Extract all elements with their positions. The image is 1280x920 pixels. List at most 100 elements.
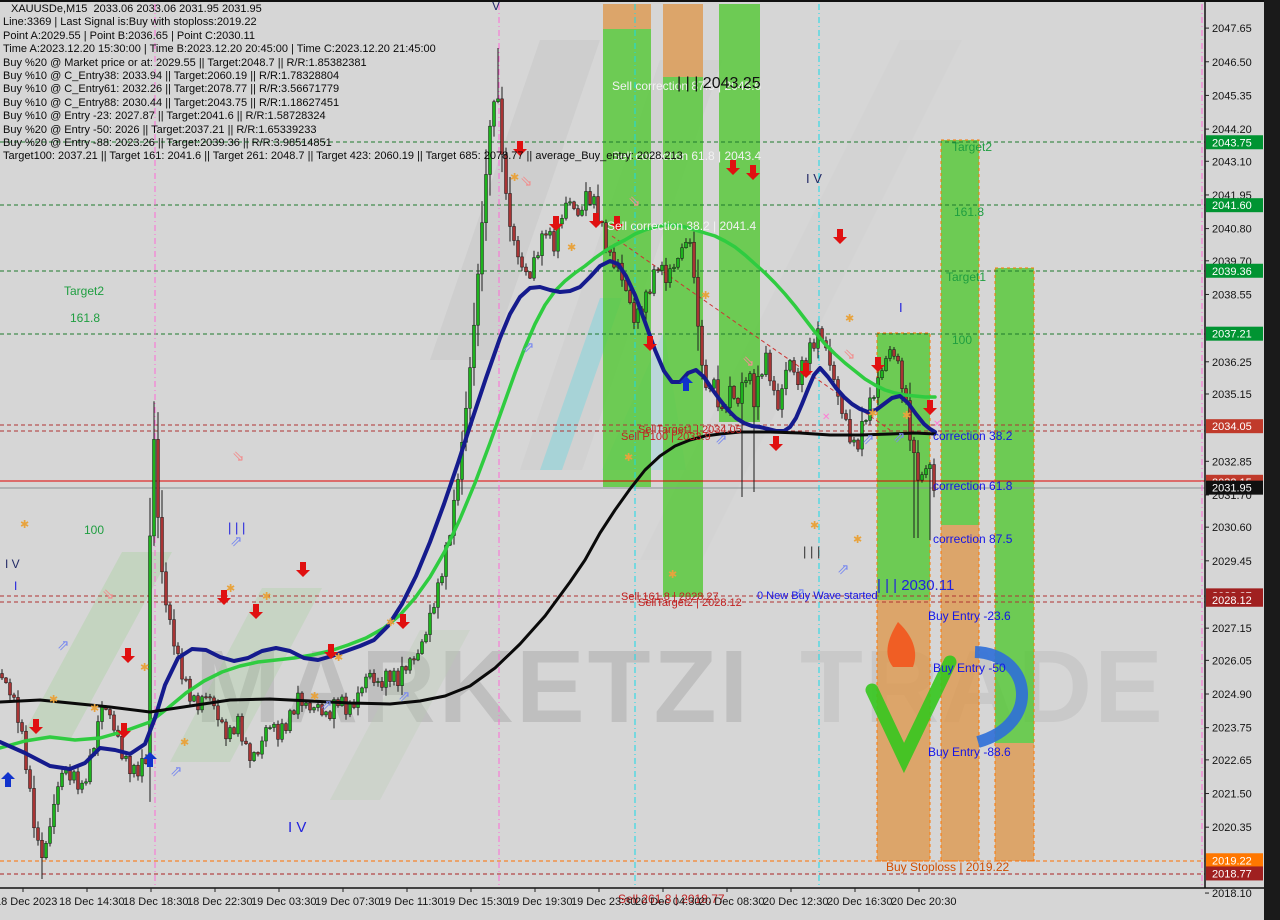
sell-signal-arrow-icon[interactable] [871, 357, 885, 372]
up-trend-arrow-icon[interactable]: ⇗ [230, 533, 243, 550]
star-marker-icon[interactable]: ✱ [140, 662, 149, 674]
chart-object-label[interactable]: I [14, 579, 17, 593]
star-marker-icon[interactable]: ✱ [334, 652, 343, 664]
sell-signal-arrow-icon[interactable] [549, 216, 563, 231]
chart-object-label[interactable]: | | | [803, 544, 820, 559]
star-marker-icon[interactable]: ✱ [226, 583, 235, 595]
sell-signal-arrow-icon[interactable] [610, 216, 624, 231]
chart-object-label[interactable]: correction 87.5 [933, 532, 1013, 546]
star-marker-icon[interactable]: ✱ [386, 617, 395, 629]
chart-object-label[interactable]: Buy Entry -88.6 [928, 745, 1011, 759]
chart-object-label[interactable]: Target2 [64, 284, 104, 298]
sell-signal-arrow-icon[interactable] [643, 336, 657, 351]
star-marker-icon[interactable]: ✱ [310, 691, 319, 703]
chart-object-label[interactable]: | | | 2043.25 [677, 75, 761, 92]
down-trend-arrow-icon[interactable]: ⇘ [520, 173, 533, 190]
up-trend-arrow-icon[interactable]: ⇗ [320, 697, 333, 714]
up-trend-arrow-icon[interactable]: ⇗ [170, 763, 183, 780]
close-marker-icon[interactable]: ✕ [822, 412, 830, 423]
sell-signal-arrow-icon[interactable] [769, 436, 783, 451]
buy-signal-arrow-icon[interactable] [143, 752, 157, 767]
buy-signal-arrow-icon[interactable] [1, 772, 15, 787]
chart-object-label[interactable]: 0 New Buy Wave started [757, 590, 878, 602]
sell-signal-arrow-icon[interactable] [589, 213, 603, 228]
chart-object-label[interactable]: I [899, 300, 903, 315]
sell-signal-arrow-icon[interactable] [513, 141, 527, 156]
chart-object-label[interactable]: correction 61.8 [933, 479, 1013, 493]
star-marker-icon[interactable]: ✱ [853, 534, 862, 546]
chart-object-label[interactable]: SellTarget2 | 2028.12 [638, 597, 742, 609]
sell-signal-arrow-icon[interactable] [249, 604, 263, 619]
star-marker-icon[interactable]: ✱ [90, 703, 99, 715]
chart-object-label[interactable]: Sell P100 | 2033.9 [621, 431, 711, 443]
chart-object-label[interactable]: I V [806, 171, 822, 186]
up-trend-arrow-icon[interactable]: ⇗ [837, 561, 850, 578]
chart-object-label[interactable]: Target1 [946, 270, 986, 284]
star-marker-icon[interactable]: ✱ [624, 452, 633, 464]
chart-object-label[interactable]: Sell 161.8 | 2028.27 [621, 591, 719, 603]
down-trend-arrow-icon[interactable]: ⇘ [628, 193, 641, 210]
star-marker-icon[interactable]: ✱ [262, 591, 271, 603]
sell-signal-arrow-icon[interactable] [324, 644, 338, 659]
chart-object-label[interactable]: correction 38.2 [933, 429, 1013, 443]
sell-signal-arrow-icon[interactable] [117, 723, 131, 738]
chart-object-label[interactable]: I V [5, 557, 20, 571]
sell-signal-arrow-icon[interactable] [923, 400, 937, 415]
star-marker-icon[interactable]: ✱ [567, 242, 576, 254]
chart-object-label[interactable]: Sell correction 38.2 | 2041.4 [607, 219, 757, 233]
up-trend-arrow-icon[interactable]: ⇗ [715, 431, 728, 448]
down-trend-arrow-icon[interactable]: ⇘ [843, 346, 856, 363]
chart-object-label[interactable]: Buy Stoploss | 2019.22 [886, 860, 1010, 874]
up-trend-arrow-icon[interactable]: ⇗ [57, 637, 70, 654]
buy-signal-arrow-icon[interactable] [679, 376, 693, 391]
star-marker-icon[interactable]: ✱ [902, 410, 911, 422]
star-marker-icon[interactable]: ✱ [49, 694, 58, 706]
chart-object-label[interactable]: | | | 2030.11 [877, 577, 954, 594]
star-marker-icon[interactable]: ✱ [510, 172, 519, 184]
sell-signal-arrow-icon[interactable] [799, 363, 813, 378]
price-tick-label: 2040.80 [1212, 224, 1252, 236]
up-trend-arrow-icon[interactable]: ⇗ [398, 688, 411, 705]
sell-signal-arrow-icon[interactable] [746, 165, 760, 180]
star-marker-icon[interactable]: ✱ [20, 519, 29, 531]
price-axis[interactable]: 2047.65 2046.50 2045.35 2044.20 2043.10 2041.… [1205, 23, 1263, 900]
sell-signal-arrow-icon[interactable] [29, 719, 43, 734]
chart-object-label[interactable]: Sell 261.8 | 2018.77 [618, 892, 725, 906]
sell-signal-arrow-icon[interactable] [217, 590, 231, 605]
down-trend-arrow-icon[interactable]: ⇘ [102, 586, 115, 603]
up-trend-arrow-icon[interactable]: ⇗ [862, 431, 875, 448]
chart-object-label[interactable]: V [492, 0, 500, 13]
chart-object-label[interactable]: Buy Entry -23.6 [928, 609, 1011, 623]
chart-object-label[interactable]: Target2 [952, 140, 992, 154]
chart-object-label[interactable]: Sell correction 87.5 | 2045.6 [612, 79, 762, 93]
chart-object-label[interactable]: 100 [84, 523, 104, 537]
chart-object-label[interactable]: Sell correction 61.8 | 2043.4 [612, 149, 762, 163]
chart-object-label[interactable]: Buy Entry -50 [933, 661, 1006, 675]
star-marker-icon[interactable]: ✱ [668, 569, 677, 581]
chart-object-label[interactable]: I V [288, 819, 306, 836]
down-trend-arrow-icon[interactable]: ⇘ [742, 353, 755, 370]
star-marker-icon[interactable]: ✱ [810, 520, 819, 532]
up-trend-arrow-icon[interactable]: ⇗ [522, 339, 535, 356]
sell-signal-arrow-icon[interactable] [396, 614, 410, 629]
down-trend-arrow-icon[interactable]: ⇘ [232, 448, 245, 465]
up-trend-arrow-icon[interactable]: ⇗ [793, 585, 806, 602]
chart-object-label[interactable]: | | | [228, 520, 245, 535]
sell-signal-arrow-icon[interactable] [121, 648, 135, 663]
star-marker-icon[interactable]: ✱ [180, 737, 189, 749]
chart-object-label[interactable]: 161.8 [954, 205, 984, 219]
sell-signal-arrow-icon[interactable] [833, 229, 847, 244]
star-marker-icon[interactable]: ✱ [845, 313, 854, 325]
close-marker-icon[interactable]: ✕ [933, 419, 941, 430]
chart-object-label[interactable]: 100 [952, 333, 972, 347]
sell-signal-arrow-icon[interactable] [296, 562, 310, 577]
sell-signal-arrow-icon[interactable] [726, 160, 740, 175]
star-marker-icon[interactable]: ✱ [868, 408, 877, 420]
star-marker-icon[interactable]: ✱ [701, 290, 710, 302]
price-badge [1206, 853, 1263, 868]
up-trend-arrow-icon[interactable]: ⇗ [893, 429, 906, 446]
chart-object-label[interactable]: 161.8 [70, 311, 100, 325]
chart-object-label[interactable]: SellTarget1 | 2034.05 [638, 424, 742, 436]
